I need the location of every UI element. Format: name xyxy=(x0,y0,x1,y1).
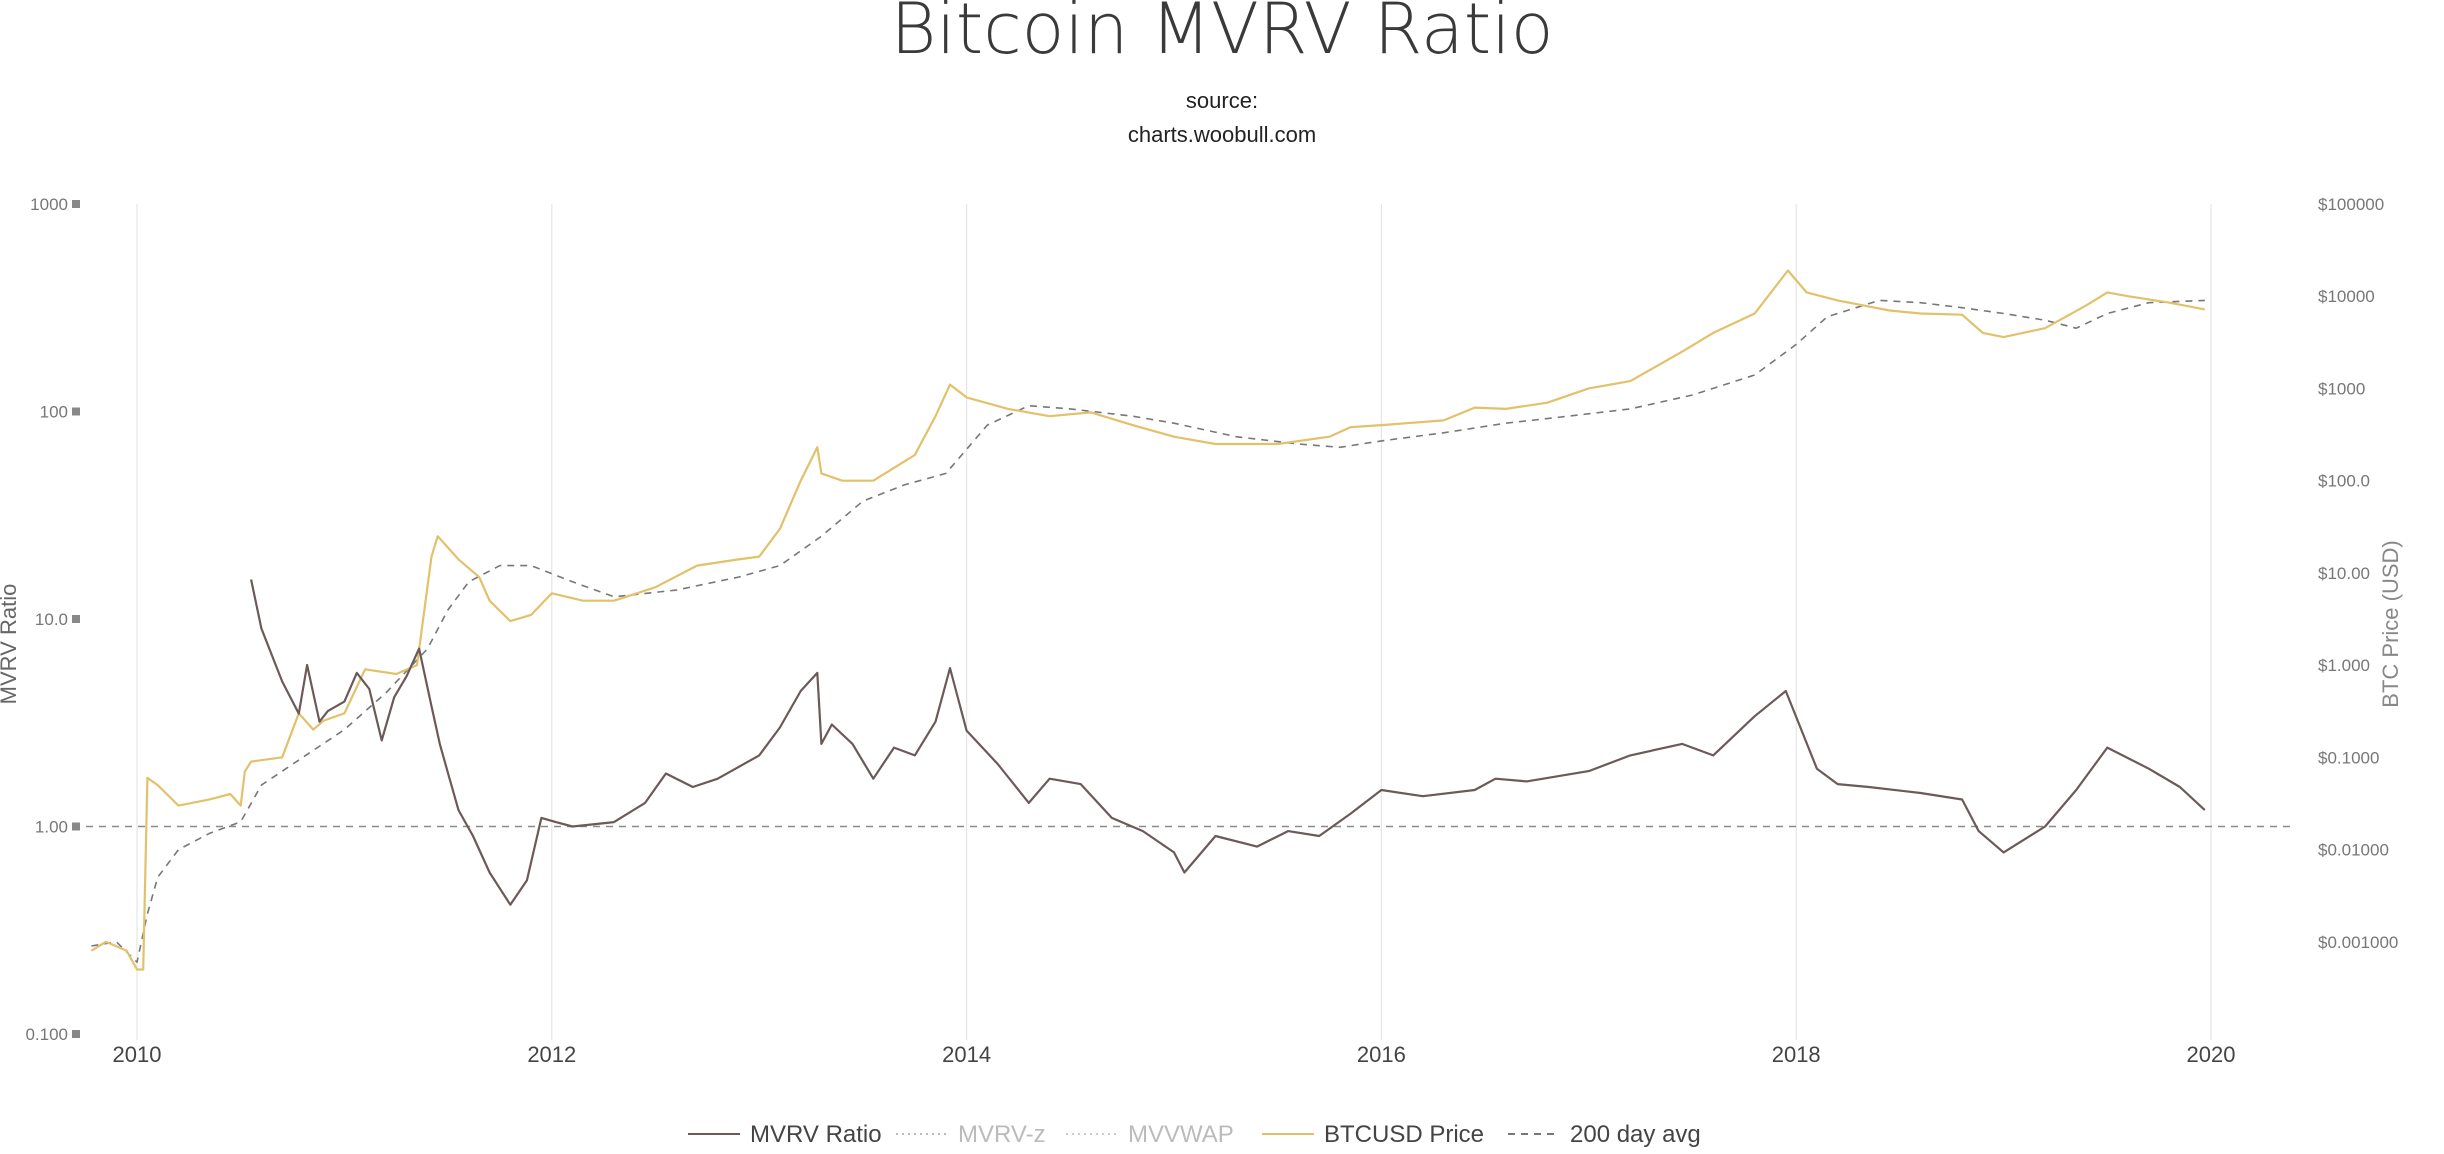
chart-subtitle-line1: source: xyxy=(1185,88,1259,113)
left-y-axis-title: MVRV Ratio xyxy=(0,584,21,705)
right-y-tick-label: $0.001000 xyxy=(2318,933,2398,952)
x-tick-label: 2014 xyxy=(942,1042,991,1067)
series-lines xyxy=(90,269,2206,971)
legend-label: 200 day avg xyxy=(1570,1121,1701,1148)
x-tick-label: 2018 xyxy=(1772,1042,1821,1067)
x-tick-label: 2010 xyxy=(113,1042,162,1067)
left-y-tick-label: 1.00 xyxy=(35,818,68,837)
right-y-tick-label: $100.0 xyxy=(2318,472,2370,491)
series-line-mvrv-ratio xyxy=(250,579,2206,906)
gridlines xyxy=(136,204,2212,1040)
legend-item-200-day-avg[interactable]: 200 day avg xyxy=(1508,1121,1701,1148)
left-y-tick-label: 1000 xyxy=(30,195,68,214)
right-y-axis-title: BTC Price (USD) xyxy=(2378,540,2403,707)
left-y-tick-label: 10.0 xyxy=(35,610,68,629)
chart-title: Bitcoin MVRV Ratio xyxy=(890,0,1554,70)
legend-label: MVRV-z xyxy=(958,1121,1046,1148)
axes: 2010 2012 2014 2016 2018 2020 0.100 1.00 10.0 100… xyxy=(0,195,2403,1067)
right-y-tick-label: $0.01000 xyxy=(2318,841,2389,860)
x-tick-label: 2020 xyxy=(2187,1042,2236,1067)
left-y-tick-marker xyxy=(72,822,80,831)
legend-item-btcusd-price[interactable]: BTCUSD Price xyxy=(1262,1121,1484,1148)
legend[interactable]: MVRV Ratio MVRV-z MVVWAP BTCUSD Price 200 da… xyxy=(688,1121,1701,1148)
left-y-tick-label: 0.100 xyxy=(25,1025,68,1044)
left-y-tick-marker xyxy=(72,615,80,623)
legend-label: MVRV Ratio xyxy=(750,1121,882,1148)
legend-label: BTCUSD Price xyxy=(1324,1121,1484,1148)
right-y-tick-label: $10000 xyxy=(2318,287,2375,306)
right-y-tick-label: $0.1000 xyxy=(2318,748,2379,767)
left-y-tick-marker xyxy=(72,407,80,416)
series-line-btcusd-price xyxy=(90,269,2206,971)
legend-item-mvrv-ratio[interactable]: MVRV Ratio xyxy=(688,1121,882,1148)
right-y-tick-label: $10.00 xyxy=(2318,564,2370,583)
right-y-tick-label: $100000 xyxy=(2318,195,2384,214)
left-y-tick-marker xyxy=(72,1030,80,1038)
left-y-tick-marker xyxy=(72,200,80,208)
right-y-tick-label: $1.000 xyxy=(2318,656,2370,675)
chart-subtitle-source: charts.woobull.com xyxy=(1127,122,1317,147)
legend-item-mvrv-z[interactable]: MVRV-z xyxy=(896,1121,1046,1148)
x-tick-label: 2012 xyxy=(527,1042,576,1067)
right-y-tick-label: $1000 xyxy=(2318,379,2365,398)
left-y-tick-label: 100 xyxy=(40,403,68,422)
x-tick-label: 2016 xyxy=(1357,1042,1406,1067)
legend-label: MVVWAP xyxy=(1128,1121,1234,1148)
series-line-200-day-avg xyxy=(91,299,2205,964)
legend-item-mvvwap[interactable]: MVVWAP xyxy=(1066,1121,1234,1148)
